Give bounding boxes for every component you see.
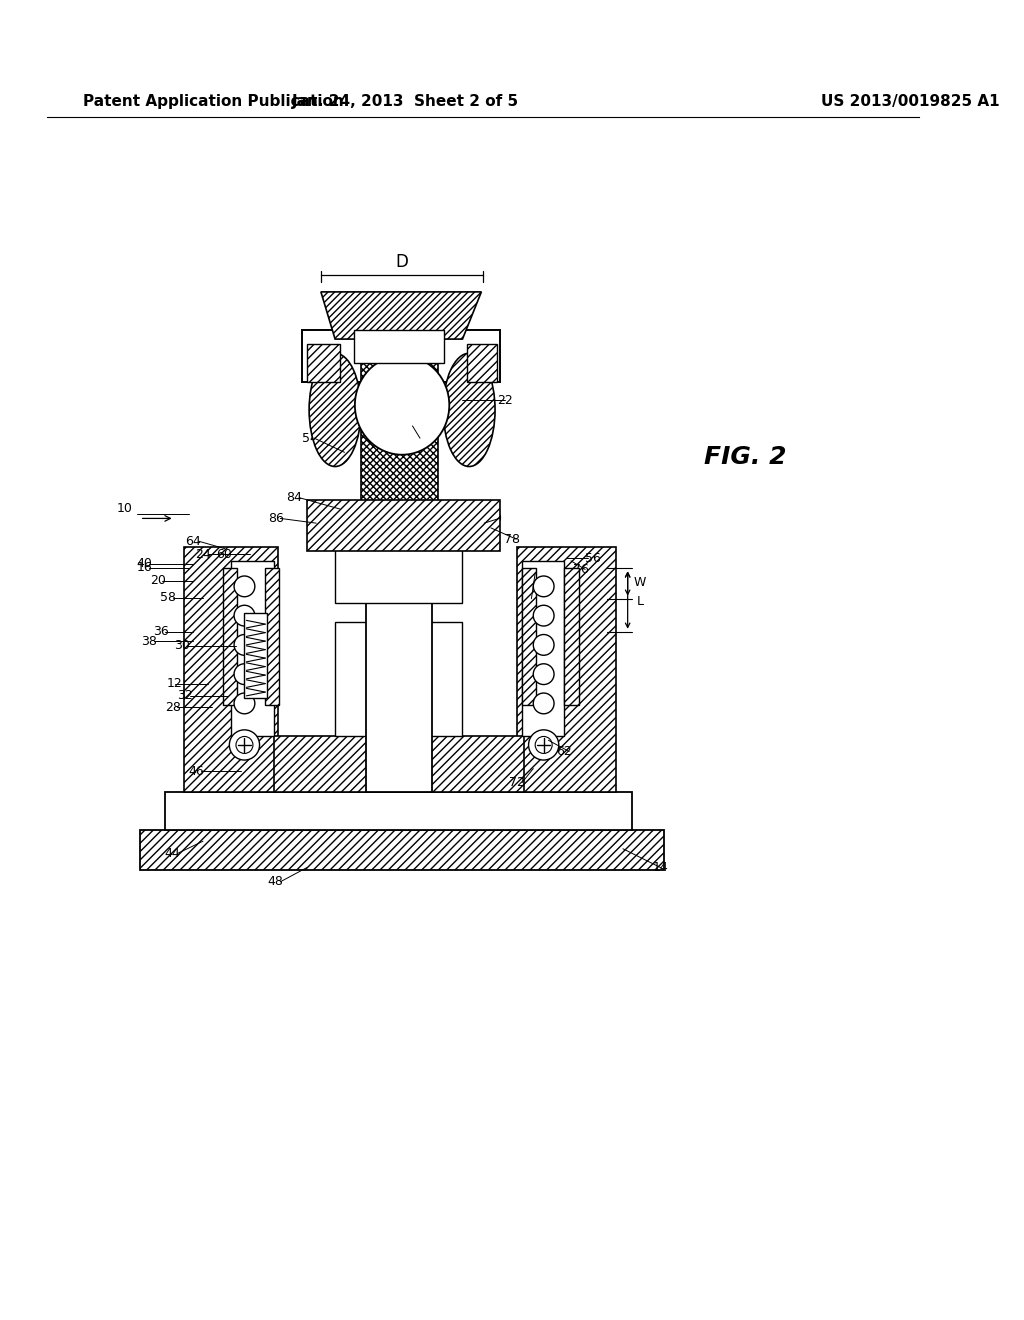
Text: 20: 20 [150,574,166,587]
Bar [307,343,340,381]
Bar [231,561,273,735]
Text: 58: 58 [160,591,176,605]
Bar [564,569,579,705]
Text: 74: 74 [522,566,539,579]
Bar [467,343,498,381]
Circle shape [234,693,255,714]
Bar [522,561,564,735]
Ellipse shape [443,354,495,466]
Circle shape [234,664,255,685]
Bar [307,499,501,552]
Text: 60: 60 [216,548,231,561]
Circle shape [234,606,255,626]
Text: 86: 86 [267,512,284,525]
Circle shape [534,664,554,685]
Text: 82: 82 [399,420,416,433]
Text: 14: 14 [653,861,669,874]
Circle shape [229,730,259,760]
Text: 40: 40 [136,557,153,570]
Text: Patent Application Publication: Patent Application Publication [83,94,344,108]
Bar [335,543,463,603]
Circle shape [234,635,255,655]
Circle shape [534,635,554,655]
Text: Jan. 24, 2013  Sheet 2 of 5: Jan. 24, 2013 Sheet 2 of 5 [292,94,519,108]
Text: 72: 72 [509,776,525,789]
Bar [302,330,501,381]
Text: D: D [395,252,409,271]
Text: 10: 10 [117,503,132,516]
Circle shape [536,737,552,754]
Text: 62: 62 [557,744,572,758]
Text: 46: 46 [188,764,204,777]
Text: 16: 16 [136,561,153,574]
Ellipse shape [355,355,450,454]
Text: 64: 64 [185,535,202,548]
Bar [165,792,633,830]
Bar [522,569,537,705]
Text: 48: 48 [267,875,284,888]
Text: 36: 36 [153,626,168,638]
Text: 44: 44 [165,847,180,861]
Bar [184,546,279,792]
Text: US 2013/0019825 A1: US 2013/0019825 A1 [821,94,999,108]
Circle shape [236,737,253,754]
Text: 28: 28 [165,701,180,714]
Text: 38: 38 [141,635,157,648]
Text: FIG. 2: FIG. 2 [705,445,786,469]
Bar [335,622,463,735]
Bar [244,612,267,698]
Bar [139,830,664,870]
Text: 76: 76 [572,562,589,576]
Circle shape [234,576,255,597]
Circle shape [534,693,554,714]
Bar [223,569,237,705]
Text: 84: 84 [287,491,302,504]
Text: 30: 30 [174,639,190,652]
Circle shape [534,576,554,597]
Bar [517,546,616,792]
Bar [367,537,432,792]
Text: W: W [634,576,646,589]
Text: 80: 80 [486,512,503,525]
Text: 54: 54 [302,432,317,445]
Text: 32: 32 [177,689,193,702]
Text: 24: 24 [195,548,211,561]
Bar [354,330,443,363]
Text: L: L [637,595,643,609]
Circle shape [528,730,559,760]
Bar [265,569,280,705]
Bar [360,330,438,537]
Bar [273,735,524,792]
Text: 56: 56 [585,552,601,565]
Polygon shape [321,292,481,339]
Text: 12: 12 [167,677,182,690]
Circle shape [534,606,554,626]
Text: 22: 22 [497,393,513,407]
Ellipse shape [309,354,361,466]
Text: 78: 78 [504,533,519,545]
